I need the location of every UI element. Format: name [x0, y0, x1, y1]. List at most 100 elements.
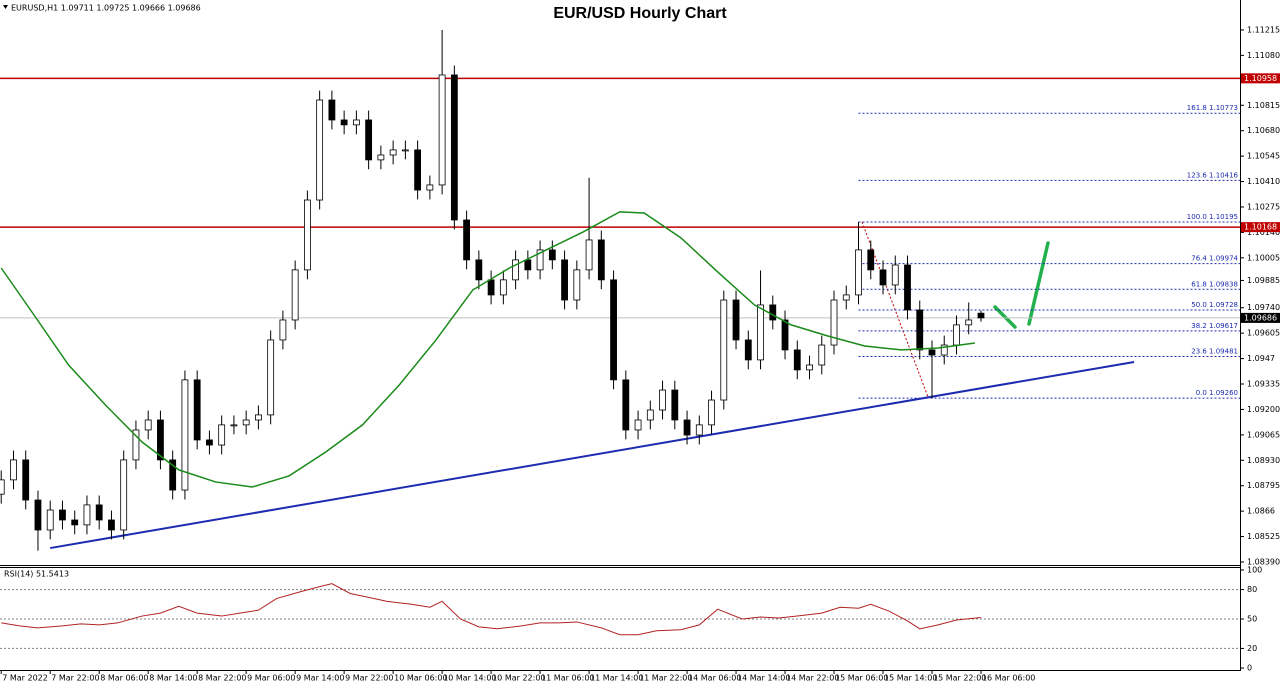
candle-body	[781, 319, 789, 351]
fib-label: 50.0 1.09728	[1191, 301, 1238, 309]
candle-body	[573, 269, 581, 301]
candle-body	[536, 249, 544, 271]
current-price-label: 1.09686	[1244, 313, 1277, 322]
candle-body	[316, 99, 324, 201]
y-tick-label: 1.10815	[1247, 101, 1280, 110]
candle-body	[708, 399, 715, 426]
rsi-line	[1, 583, 982, 636]
candle-body	[524, 259, 532, 271]
candle-body	[34, 499, 42, 531]
candle-body	[499, 279, 507, 296]
candle-body	[695, 424, 703, 436]
candle-body	[671, 389, 679, 421]
x-tick-label: 8 Mar 14:00	[149, 674, 197, 683]
moving-average	[0, 211, 975, 488]
x-tick-label: 15 Mar 22:00	[933, 674, 986, 683]
x-tick-label: 14 Mar 14:00	[737, 674, 790, 683]
candle-body	[769, 304, 777, 321]
x-tick-label: 7 Mar 22:00	[51, 674, 99, 683]
candle-body	[793, 349, 801, 371]
candle-body	[561, 259, 568, 301]
candle-body	[401, 149, 409, 152]
candle-body	[818, 344, 826, 366]
candle-body	[855, 249, 862, 296]
y-tick-label: 1.10410	[1247, 177, 1280, 186]
candle-body	[953, 324, 960, 346]
y-tick-label: 1.09065	[1247, 430, 1280, 439]
candle-body	[377, 154, 385, 161]
candle-body	[475, 259, 483, 281]
x-tick-label: 14 Mar 22:00	[786, 674, 839, 683]
candle-body	[512, 259, 519, 281]
candle-body	[108, 519, 115, 531]
x-tick-label: 16 Mar 06:00	[982, 674, 1035, 683]
candle-body	[71, 519, 79, 526]
x-tick-label: 11 Mar 22:00	[639, 674, 692, 683]
candle-body	[940, 344, 948, 356]
y-tick-label: 1.09200	[1247, 405, 1280, 414]
candle-body	[0, 479, 5, 495]
x-tick-label: 15 Mar 14:00	[884, 674, 937, 683]
y-tick-label: 100	[1247, 565, 1262, 574]
candle-body	[291, 269, 299, 321]
candle-body	[132, 429, 140, 461]
candle-body	[267, 339, 275, 416]
candle-body	[904, 264, 911, 311]
candle-body	[659, 389, 666, 411]
level-tag	[1241, 73, 1280, 84]
x-tick-label: 7 Mar 2022	[2, 674, 48, 683]
y-tick-label: 1.09605	[1247, 329, 1280, 338]
y-tick-label: 1.10005	[1247, 253, 1280, 262]
candles	[0, 29, 985, 551]
y-tick-label: 1.09885	[1247, 276, 1280, 285]
candle-body	[414, 149, 422, 191]
candle-body	[181, 379, 189, 491]
candle-body	[340, 119, 348, 126]
level-tag	[1241, 222, 1280, 233]
candle-body	[757, 304, 764, 361]
fib-label: 38.2 1.09617	[1191, 322, 1238, 330]
candle-body	[279, 319, 287, 341]
candle-body	[977, 312, 985, 319]
candle-body	[610, 279, 617, 381]
candle-body	[867, 249, 875, 271]
candle-body	[438, 74, 446, 186]
candle-body	[463, 219, 471, 261]
candle-body	[585, 239, 593, 271]
y-tick-label: 50	[1247, 615, 1257, 624]
candle-body	[732, 299, 740, 341]
symbol-header: EURUSD,H1 1.09711 1.09725 1.09666 1.0968…	[11, 4, 201, 13]
candle-body	[352, 119, 360, 126]
y-tick-label: 1.10545	[1247, 152, 1280, 161]
y-tick-label: 1.08930	[1247, 456, 1280, 465]
candle-body	[965, 319, 973, 326]
y-tick-label: 1.08525	[1247, 532, 1280, 541]
candle-body	[450, 74, 458, 221]
level-label: 1.10168	[1244, 223, 1277, 232]
fib-label: 76.4 1.09974	[1191, 255, 1238, 263]
x-tick-label: 10 Mar 22:00	[492, 674, 545, 683]
candle-body	[365, 119, 373, 161]
candle-body	[230, 424, 238, 427]
fib-label: 61.8 1.09838	[1191, 280, 1238, 288]
x-tick-label: 8 Mar 22:00	[198, 674, 246, 683]
candle-body	[303, 199, 311, 271]
candle-body	[928, 349, 936, 356]
y-tick-label: 1.10140	[1247, 228, 1280, 237]
x-tick-label: 14 Mar 06:00	[688, 674, 741, 683]
y-tick-label: 80	[1247, 585, 1257, 594]
x-tick-label: 9 Mar 22:00	[345, 674, 393, 683]
candle-body	[389, 149, 397, 156]
y-tick-label: 0	[1247, 664, 1252, 673]
x-tick-label: 10 Mar 06:00	[394, 674, 447, 683]
y-tick-label: 1.08390	[1247, 557, 1280, 566]
y-tick-label: 1.08795	[1247, 481, 1280, 490]
candle-body	[683, 419, 691, 436]
fib-label: 123.6 1.10416	[1187, 171, 1239, 179]
candle-body	[426, 184, 434, 191]
candle-body	[916, 309, 924, 351]
candle-body	[46, 509, 54, 531]
y-tick-label: 20	[1247, 644, 1257, 653]
